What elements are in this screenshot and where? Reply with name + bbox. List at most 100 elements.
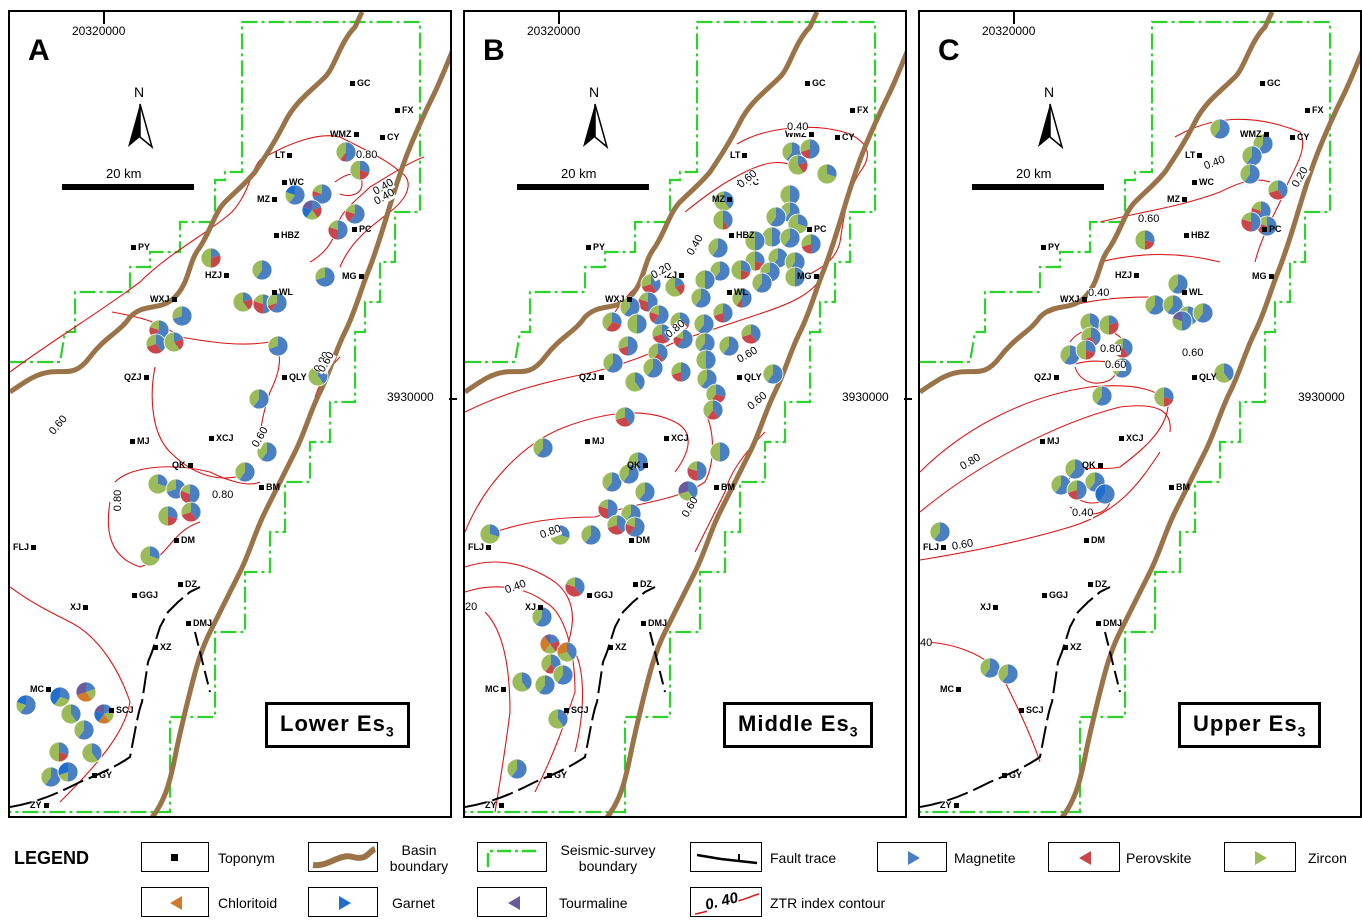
seismic-survey-boundary (920, 20, 1332, 814)
mineral-pie-chart (534, 674, 556, 696)
mineral-pie-chart (506, 758, 528, 780)
toponym-lt: LT (1185, 150, 1204, 160)
toponym-wxj: WXJ (1060, 294, 1089, 304)
toponym-dz: DZ (176, 579, 197, 589)
mineral-pie-chart (479, 523, 501, 545)
map-svg (465, 12, 905, 816)
mineral-pie-chart (251, 259, 273, 281)
mineral-pie-chart (511, 671, 533, 693)
mineral-pie-chart (709, 441, 731, 463)
mineral-pie-chart (997, 663, 1019, 685)
toponym-xj: XJ (525, 602, 545, 612)
mineral-pie-chart (200, 247, 222, 269)
mineral-pie-chart (1091, 385, 1113, 407)
toponym-wc: WC (280, 177, 304, 187)
mineral-pie-chart (718, 335, 740, 357)
toponym-scj: SCJ (562, 705, 589, 715)
ztr-contour-label: 0.60 (1182, 347, 1204, 359)
ztr-contour-label: 0.80 (212, 489, 234, 501)
ztr-contour-line (1099, 253, 1221, 263)
northing-coordinate: 3930000 (387, 390, 434, 404)
toponym-xj: XJ (70, 602, 90, 612)
mineral-pie-chart (344, 203, 366, 225)
toponym-hzj: HZJ (1115, 270, 1141, 280)
scale-bar-label: 20 km (561, 166, 597, 181)
toponym-mc: MC (940, 684, 963, 694)
legend-toponym-label: Toponym (218, 850, 275, 866)
toponym-xcj: XCJ (1117, 433, 1144, 443)
toponym-gc: GC (1258, 78, 1281, 88)
northing-coordinate: 3930000 (842, 390, 889, 404)
mineral-pie-chart (1209, 118, 1231, 140)
ztr-contour-label: 0.80 (1100, 343, 1122, 355)
basin-boundary-southeast (1059, 50, 1360, 816)
toponym-mc: MC (485, 684, 508, 694)
toponym-zy: ZY (485, 800, 506, 810)
ztr-contour-line (920, 405, 1171, 513)
toponym-mg: MG (342, 271, 366, 281)
toponym-gy: GY (90, 770, 112, 780)
ztr-contour-line (334, 173, 363, 197)
mineral-pie-chart (712, 302, 734, 324)
toponym-pc: PC (805, 224, 827, 234)
ztr-contour-line (114, 466, 261, 485)
toponym-pc: PC (350, 224, 372, 234)
mineral-pie-chart (648, 304, 670, 326)
map-svg (10, 12, 450, 816)
legend-tourmaline-label: Tourmaline (559, 895, 628, 911)
toponym-flj: FLJ (923, 542, 948, 552)
mineral-pie-chart (1134, 229, 1156, 251)
toponym-qly: QLY (735, 372, 762, 382)
mineral-pie-chart (57, 761, 79, 783)
scale-bar-label: 20 km (106, 166, 142, 181)
mineral-pie-chart (335, 141, 357, 163)
legend-basin-label: Basin boundary (389, 842, 449, 874)
toponym-bm: BM (712, 482, 735, 492)
stratigraphic-unit-label: Lower Es3 (265, 702, 410, 749)
coord-tick (904, 398, 912, 400)
toponym-qk: QK (1082, 460, 1105, 470)
mineral-pie-chart (634, 481, 656, 503)
mineral-pie-chart (1066, 479, 1088, 501)
mineral-pie-chart (81, 742, 103, 764)
legend-magnetite-label: Magnetite (954, 850, 1016, 866)
mineral-pie-chart (762, 363, 784, 385)
mineral-pie-chart (163, 331, 185, 353)
mineral-pie-chart (731, 287, 753, 309)
toponym-dmj: DMJ (639, 618, 667, 628)
legend-zircon-label: Zircon (1308, 850, 1347, 866)
toponym-xcj: XCJ (662, 433, 689, 443)
mineral-pie-chart (696, 368, 718, 390)
mineral-pie-chart (647, 342, 669, 364)
mineral-pie-chart (314, 266, 336, 288)
toponym-xcj: XCJ (207, 433, 234, 443)
mineral-pie-chart (670, 361, 692, 383)
legend-garnet-label: Garnet (392, 895, 435, 911)
mineral-pie-chart (157, 505, 179, 527)
mineral-pie-chart (690, 287, 712, 309)
mineral-pie-chart (642, 357, 664, 379)
toponym-wl: WL (725, 287, 748, 297)
ztr-contour-label: 0.40 (1088, 287, 1110, 299)
fault-trace (194, 631, 211, 693)
toponym-py: PY (1039, 242, 1060, 252)
mineral-pie-chart (15, 694, 37, 716)
mineral-pie-chart (267, 335, 289, 357)
toponym-cy: CY (378, 132, 400, 142)
mineral-pie-chart (1094, 483, 1116, 505)
mineral-pie-chart (139, 545, 161, 567)
basin-boundary-northwest (10, 12, 365, 395)
ztr-contour-label: 0.80 (356, 149, 378, 161)
mineral-pie-chart (707, 237, 729, 259)
mineral-pie-chart (40, 766, 62, 788)
toponym-flj: FLJ (468, 542, 493, 552)
northing-coordinate: 3930000 (1298, 390, 1345, 404)
toponym-wc: WC (1190, 177, 1214, 187)
mineral-pie-chart (712, 209, 734, 231)
toponym-gc: GC (348, 78, 371, 88)
toponym-hbz: HBZ (727, 230, 755, 240)
mineral-pie-chart (618, 463, 640, 485)
north-label: N (1044, 84, 1055, 100)
mineral-pie-chart (1241, 145, 1263, 167)
toponym-scj: SCJ (107, 705, 134, 715)
